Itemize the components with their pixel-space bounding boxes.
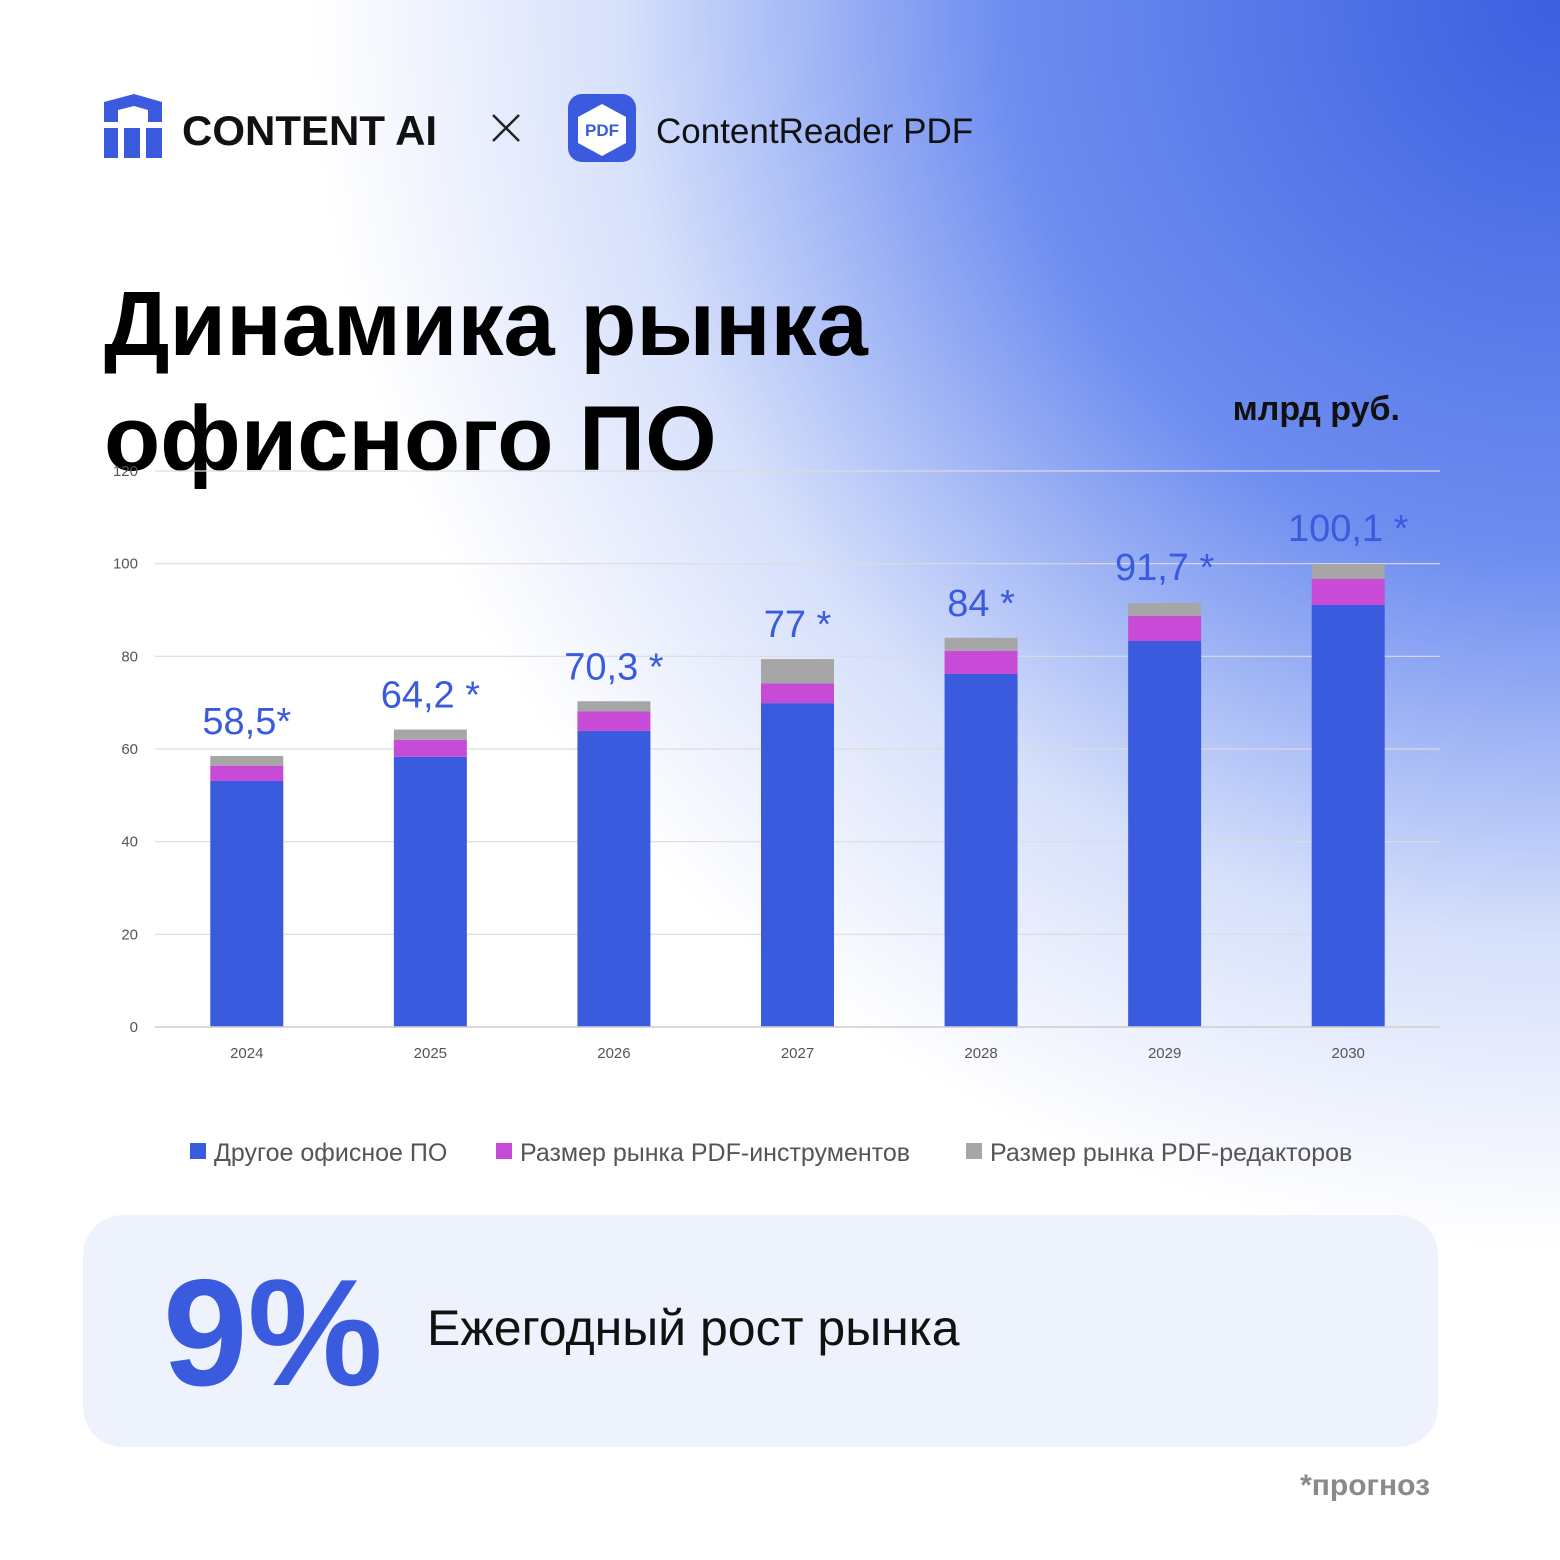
pdf-icon-label: PDF [585, 121, 619, 140]
bar-segment [1311, 564, 1385, 579]
x-tick-label: 2030 [1332, 1045, 1365, 1062]
legend-label: Размер рынка PDF-инструментов [520, 1139, 910, 1167]
y-tick-label: 20 [121, 926, 138, 943]
pdf-icon-hex [578, 104, 626, 156]
bar-segment [944, 650, 1018, 674]
cross-icon [492, 114, 520, 142]
total-label: 84 * [947, 583, 1015, 625]
bar-segment [761, 683, 834, 704]
bar-segment [210, 755, 284, 766]
bar-segment [577, 711, 651, 731]
bar-segment [393, 729, 467, 740]
bar-segment [1128, 641, 1202, 1027]
y-tick-label: 100 [113, 556, 138, 573]
stat-value: 9% [163, 1248, 383, 1418]
brand: CONTENT AI [182, 107, 437, 154]
x-tick-label: 2028 [964, 1045, 997, 1062]
y-tick-label: 60 [121, 741, 138, 758]
bar-segment [393, 739, 467, 757]
unit-label: млрд руб. [1233, 390, 1400, 428]
x-tick-label: 2026 [597, 1045, 630, 1062]
stat-box [83, 1215, 1438, 1447]
bar-segment [577, 730, 651, 1027]
title-line: Динамика рынка [104, 273, 869, 375]
total-label: 91,7 * [1115, 547, 1215, 589]
y-tick-label: 120 [113, 463, 138, 480]
legend-swatch [190, 1143, 206, 1159]
total-label: 70,3 * [564, 646, 664, 688]
legend-swatch [966, 1143, 982, 1159]
x-tick-label: 2027 [781, 1045, 814, 1062]
bar-segment [393, 756, 467, 1027]
bar-segment [944, 637, 1018, 651]
y-tick-label: 40 [121, 834, 138, 851]
x-tick-label: 2025 [414, 1045, 447, 1062]
y-tick-label: 80 [121, 648, 138, 665]
bar-segment [210, 780, 284, 1027]
bar-segment [1311, 604, 1385, 1027]
y-tick-label: 0 [130, 1019, 138, 1036]
content-ai-logo [104, 94, 162, 158]
bar-segment [1128, 616, 1202, 642]
bar-segment [210, 765, 284, 781]
legend-swatch [496, 1143, 512, 1159]
x-tick-label: 2024 [230, 1045, 263, 1062]
total-label: 58,5* [202, 701, 291, 743]
bar-segment [1311, 578, 1385, 605]
total-label: 100,1 * [1288, 508, 1409, 550]
partner: ContentReader PDF [656, 112, 973, 151]
legend-label: Другое офисное ПО [214, 1139, 447, 1167]
stat-label: Ежегодный рост рынка [427, 1300, 960, 1356]
x-tick-label: 2029 [1148, 1045, 1181, 1062]
bar-segment [944, 673, 1018, 1027]
total-label: 64,2 * [381, 675, 481, 717]
total-label: 77 * [764, 604, 832, 646]
legend-label: Размер рынка PDF-редакторов [990, 1139, 1352, 1167]
footnote: *прогноз [1300, 1469, 1430, 1502]
bar-segment [1128, 603, 1202, 617]
bar-segment [761, 659, 834, 684]
title-line: офисного ПО [104, 388, 717, 490]
bar-segment [577, 701, 651, 712]
bar-segment [761, 703, 834, 1027]
